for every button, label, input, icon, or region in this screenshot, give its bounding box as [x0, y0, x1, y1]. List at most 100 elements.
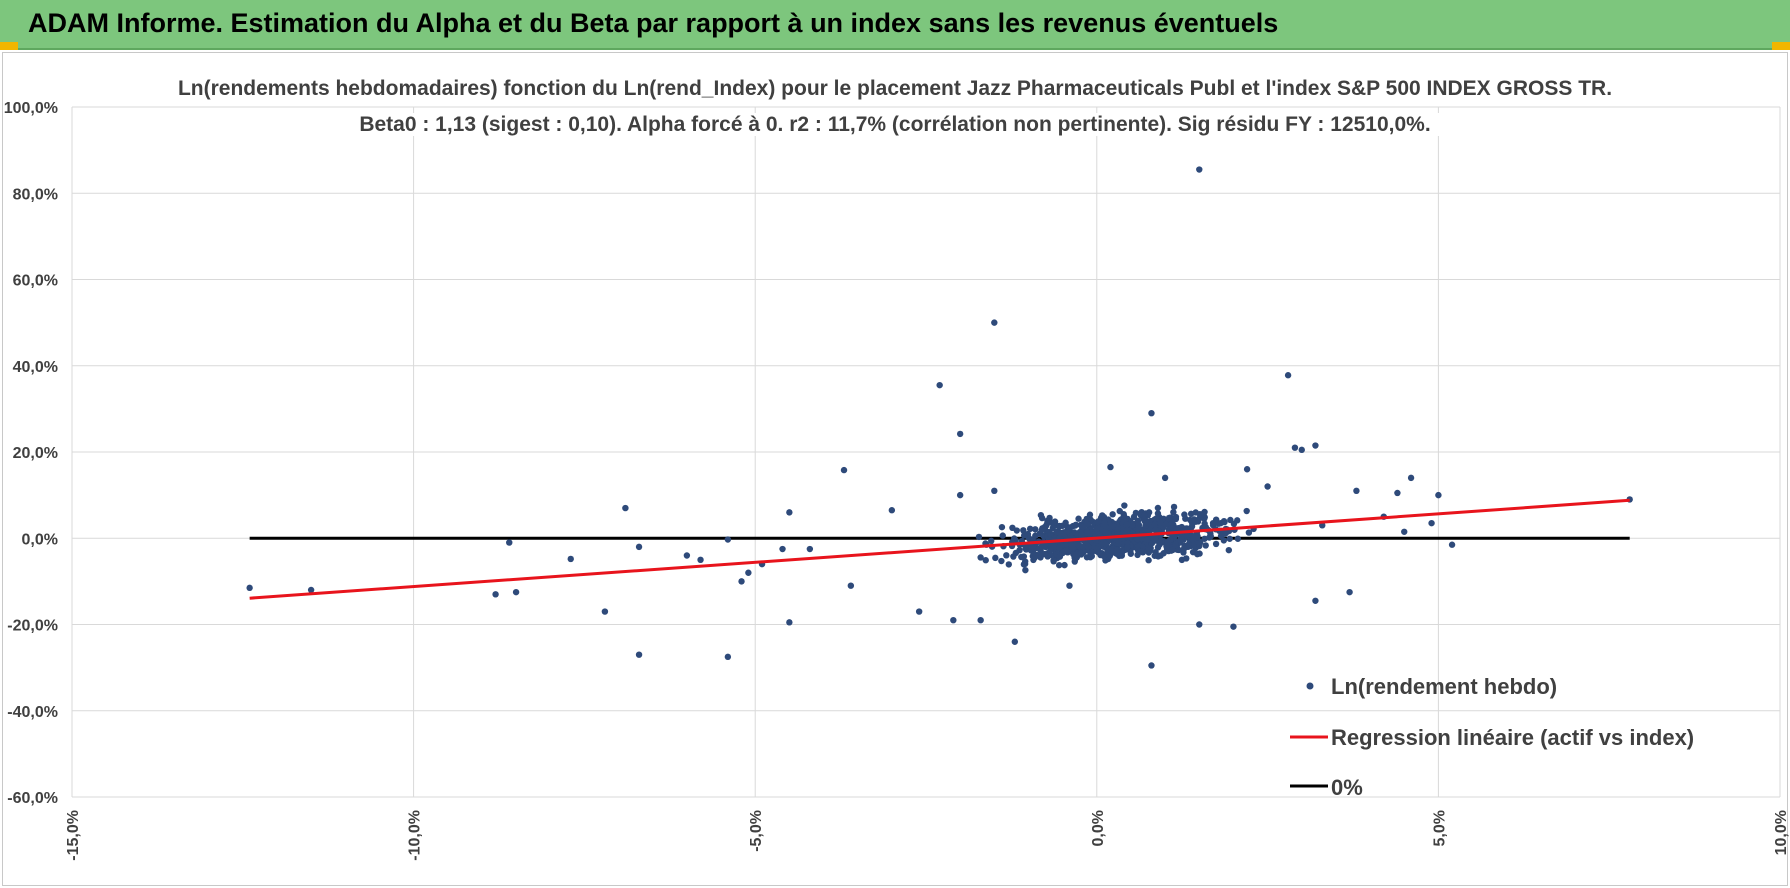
data-point	[1353, 487, 1360, 495]
data-point	[1226, 535, 1233, 542]
data-point	[1243, 466, 1251, 473]
data-point	[1093, 525, 1100, 532]
data-point	[1115, 539, 1122, 547]
report-title: ADAM Informe. Estimation du Alpha et du …	[28, 8, 1279, 38]
y-tick-label: 40,0%	[13, 359, 58, 376]
data-point	[1180, 545, 1188, 552]
data-point	[1083, 515, 1090, 523]
data-point	[1056, 553, 1064, 560]
data-point	[806, 545, 814, 553]
y-tick-label: 20,0%	[13, 445, 58, 462]
y-tick-label: 60,0%	[13, 273, 58, 290]
y-tick-label: 100,0%	[4, 100, 58, 117]
legend-marker-points	[1306, 682, 1314, 690]
data-point	[1192, 518, 1199, 525]
data-point	[998, 557, 1005, 565]
data-point	[1032, 526, 1039, 533]
data-point	[1067, 541, 1075, 548]
data-point	[1230, 623, 1237, 630]
data-point	[1178, 556, 1186, 564]
data-point	[1078, 531, 1085, 539]
data-point	[1312, 597, 1319, 604]
data-point	[1075, 515, 1082, 522]
data-point	[1148, 662, 1155, 669]
data-point	[936, 381, 943, 389]
data-point	[1243, 507, 1250, 515]
data-point	[991, 319, 998, 326]
data-point	[1201, 514, 1208, 521]
data-point	[1124, 543, 1131, 550]
data-point	[1144, 519, 1151, 526]
data-point	[1107, 463, 1114, 471]
data-point	[1188, 532, 1196, 539]
y-tick-label: -40,0%	[7, 704, 58, 721]
data-point	[1154, 510, 1162, 517]
chart-frame	[2, 52, 1788, 886]
data-point	[1172, 542, 1179, 549]
data-point	[1152, 526, 1159, 534]
data-point	[745, 569, 752, 576]
data-point	[988, 537, 995, 545]
data-point	[307, 586, 315, 594]
data-point	[1298, 446, 1305, 454]
y-tick-label: 0,0%	[22, 531, 58, 548]
data-point	[888, 507, 896, 514]
data-point	[1284, 372, 1292, 379]
data-point	[1123, 521, 1130, 528]
chart-title: Ln(rendements hebdomadaires) fonction du…	[169, 77, 1621, 100]
chart-subtitle: Beta0 : 1,13 (sigest : 0,10). Alpha forc…	[351, 113, 1439, 136]
data-point	[1435, 491, 1442, 499]
data-point	[1220, 517, 1228, 525]
data-point	[786, 509, 793, 516]
data-point	[1012, 549, 1020, 557]
data-point	[1225, 546, 1233, 554]
data-point	[991, 487, 998, 495]
data-point	[1448, 541, 1456, 548]
data-point	[950, 616, 957, 624]
data-point	[1132, 509, 1140, 517]
x-tick-label: -15,0%	[65, 810, 82, 861]
chart-subtitle-line: Beta0 : 1,13 (sigest : 0,10). Alpha forc…	[0, 113, 1790, 137]
data-point	[697, 556, 704, 564]
data-point	[1114, 526, 1121, 533]
data-point	[1044, 517, 1051, 524]
regression-line-layer	[249, 498, 1630, 600]
data-point	[1160, 550, 1167, 557]
data-point	[1148, 409, 1155, 417]
data-point	[1170, 503, 1178, 511]
data-point	[1154, 504, 1162, 512]
data-point	[1057, 530, 1064, 537]
data-point	[1157, 519, 1164, 526]
data-point	[724, 653, 732, 661]
data-point	[1062, 547, 1070, 554]
data-point	[915, 608, 923, 615]
data-point	[738, 578, 745, 585]
y-tick-label: -20,0%	[7, 618, 58, 635]
data-point	[1095, 518, 1102, 525]
data-point	[1168, 519, 1176, 526]
data-point	[1169, 546, 1176, 554]
data-point	[1170, 508, 1177, 516]
legend: Ln(rendement hebdo) Regression linéaire …	[1290, 674, 1694, 800]
data-point	[1022, 566, 1029, 574]
data-point	[1394, 489, 1401, 497]
data-point	[246, 584, 253, 592]
data-point	[1190, 541, 1197, 549]
data-point	[1013, 527, 1020, 534]
data-point	[1026, 535, 1033, 543]
data-point	[1189, 548, 1197, 556]
data-point	[1215, 520, 1222, 527]
data-point	[1212, 540, 1220, 548]
data-point	[956, 491, 964, 499]
data-point	[1136, 548, 1144, 555]
x-tick-label: 0,0%	[1090, 810, 1107, 846]
data-point	[1202, 542, 1209, 549]
x-tick-label: -10,0%	[407, 810, 424, 861]
data-point	[1026, 525, 1034, 533]
data-point	[1071, 558, 1078, 565]
data-point	[1147, 544, 1154, 552]
data-point	[840, 466, 848, 474]
data-point	[1011, 638, 1019, 645]
data-point	[1093, 545, 1100, 552]
data-point	[1401, 528, 1408, 535]
